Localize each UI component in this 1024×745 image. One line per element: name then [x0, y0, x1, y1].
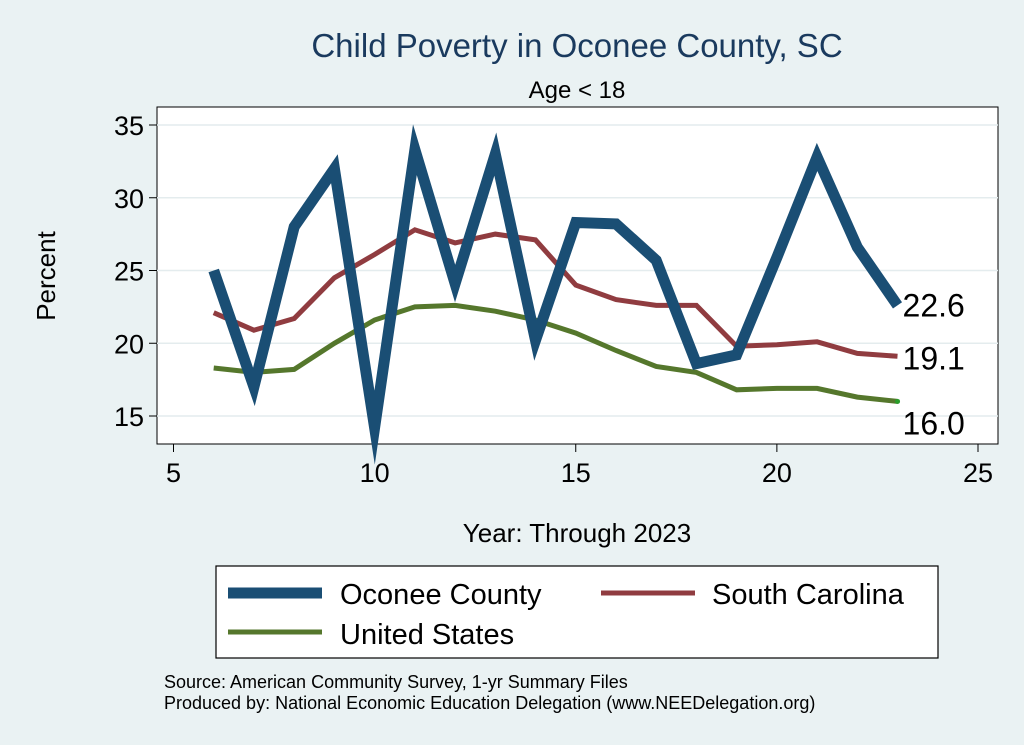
x-tick-label-20: 20: [762, 458, 792, 488]
series-line-united-states: [213, 302, 898, 404]
producer-note: Produced by: National Economic Education…: [164, 693, 815, 713]
chart-subtitle: Age < 18: [529, 77, 626, 104]
legend-label-united-states: United States: [340, 619, 514, 651]
y-axis-label: Percent: [31, 230, 61, 320]
x-tick-label-15: 15: [561, 458, 591, 488]
end-label-united-states: 16.0: [903, 405, 965, 441]
grid-lines: [157, 124, 998, 417]
x-tick-label-25: 25: [963, 458, 993, 488]
end-marker-united-states: [895, 398, 901, 404]
y-tick-label-25: 25: [114, 257, 144, 287]
legend-label-south-carolina: South Carolina: [712, 579, 905, 611]
y-tick-label-35: 35: [114, 111, 144, 141]
plot-area: [156, 106, 999, 445]
end-label-oconee-county: 22.6: [903, 287, 965, 323]
source-note: Source: American Community Survey, 1-yr …: [164, 672, 628, 692]
series-line-oconee-county: [208, 124, 903, 465]
y-tick-label-30: 30: [114, 184, 144, 214]
series-line-south-carolina: [212, 227, 898, 359]
x-tick-label-5: 5: [166, 458, 181, 488]
chart-title: Child Poverty in Oconee County, SC: [311, 27, 842, 64]
series-layer: [208, 124, 903, 465]
y-tick-label-20: 20: [114, 329, 144, 359]
legend: Oconee County South Carolina United Stat…: [215, 565, 939, 659]
legend-box: [215, 565, 939, 659]
y-tick-label-15: 15: [114, 402, 144, 432]
legend-label-oconee-county: Oconee County: [340, 579, 542, 611]
x-axis-label: Year: Through 2023: [463, 518, 691, 548]
x-axis: 5 10 15 20 25: [166, 443, 993, 488]
y-axis: 15 20 25 30 35: [114, 111, 157, 432]
end-label-south-carolina: 19.1: [903, 340, 965, 376]
end-labels: 22.6 19.1 16.0: [895, 287, 965, 441]
